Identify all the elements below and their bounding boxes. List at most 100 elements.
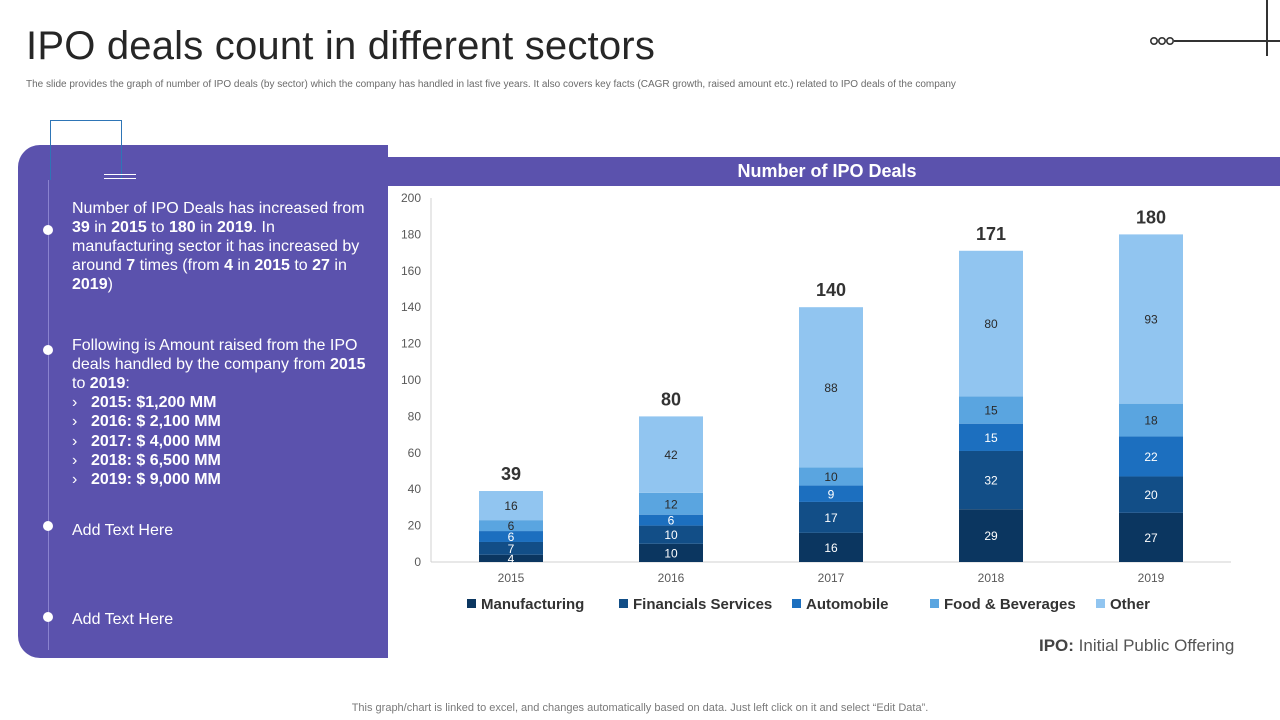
- legend-swatch: [467, 599, 476, 608]
- bar-value-label: 4: [508, 552, 515, 566]
- amount-intro: Following is Amount raised from the IPO …: [72, 337, 366, 392]
- bullet-placeholder-2: Add Text Here: [72, 611, 174, 628]
- bar-value-label: 29: [984, 529, 998, 543]
- ipo-abbreviation-note: IPO: Initial Public Offering: [1039, 636, 1235, 655]
- bar-segment: [639, 525, 703, 544]
- amount-item: › 2017: $ 4,000 MM: [72, 432, 221, 450]
- legend-swatch: [1096, 599, 1105, 608]
- bar-value-label: 20: [1144, 488, 1158, 502]
- bar-segment: [639, 416, 703, 493]
- bar-value-label: 15: [984, 404, 998, 418]
- bar-segment: [479, 520, 543, 532]
- y-tick-label: 40: [408, 482, 422, 496]
- legend-swatch: [792, 599, 801, 608]
- y-tick-label: 140: [401, 300, 421, 314]
- bar-segment: [799, 532, 863, 562]
- more-dots-icon: [1150, 36, 1280, 46]
- bullet-deal-growth: Number of IPO Deals has increased from 3…: [72, 200, 365, 293]
- amount-item: › 2016: $ 2,100 MM: [72, 413, 221, 431]
- bar-total-label: 39: [501, 464, 521, 484]
- page-subtitle: The slide provides the graph of number o…: [26, 79, 956, 90]
- bar-value-label: 10: [824, 470, 838, 484]
- y-tick-label: 80: [408, 409, 422, 423]
- panel-tab-outline: [50, 120, 122, 180]
- page-title: IPO deals count in different sectors: [26, 24, 656, 68]
- x-tick-label: 2015: [498, 571, 525, 585]
- bar-value-label: 93: [1144, 313, 1158, 327]
- bar-segment: [959, 423, 1023, 451]
- y-tick-label: 180: [401, 227, 421, 241]
- key-facts-panel: [18, 145, 388, 658]
- bar-value-label: 7: [508, 542, 515, 556]
- bar-value-label: 22: [1144, 450, 1158, 464]
- legend-label: Financials Services: [633, 596, 772, 613]
- bar-segment: [479, 531, 543, 542]
- bar-total-label: 140: [816, 280, 846, 300]
- panel-timeline: [48, 180, 49, 650]
- bullet-dot-2: [43, 345, 53, 355]
- y-tick-label: 60: [408, 446, 422, 460]
- x-tick-label: 2018: [978, 571, 1005, 585]
- bar-value-label: 10: [664, 528, 678, 542]
- legend-swatch: [930, 599, 939, 608]
- chart-title: Number of IPO Deals: [374, 157, 1280, 186]
- bar-segment: [799, 485, 863, 502]
- bar-value-label: 15: [984, 431, 998, 445]
- y-tick-label: 160: [401, 264, 421, 278]
- bar-total-label: 171: [976, 224, 1006, 244]
- bar-segment: [1119, 234, 1183, 404]
- corner-divider: [1266, 0, 1268, 56]
- legend-label: Manufacturing: [481, 596, 584, 613]
- bar-value-label: 80: [984, 317, 998, 331]
- x-tick-label: 2017: [818, 571, 845, 585]
- bar-segment: [799, 307, 863, 468]
- bullet-amount-raised: Following is Amount raised from the IPO …: [72, 336, 372, 489]
- bar-value-label: 42: [664, 448, 678, 462]
- bullet-dot-4: [43, 612, 53, 622]
- bar-value-label: 16: [824, 541, 838, 555]
- amount-list: › 2015: $1,200 MM › 2016: $ 2,100 MM › 2017…: [72, 393, 372, 489]
- bar-value-label: 27: [1144, 531, 1158, 545]
- legend-label: Automobile: [806, 596, 889, 613]
- x-tick-label: 2016: [658, 571, 685, 585]
- y-tick-label: 120: [401, 337, 421, 351]
- bar-value-label: 6: [668, 514, 675, 528]
- amount-item: › 2018: $ 6,500 MM: [72, 451, 221, 469]
- bar-value-label: 16: [504, 499, 518, 513]
- y-tick-label: 20: [408, 519, 422, 533]
- footer-note: This graph/chart is linked to excel, and…: [351, 702, 929, 714]
- amount-item: › 2019: $ 9,000 MM: [72, 471, 221, 489]
- bar-segment: [639, 492, 703, 515]
- bar-segment: [1119, 476, 1183, 513]
- bar-value-label: 6: [508, 530, 515, 544]
- bar-segment: [479, 554, 543, 562]
- bar-value-label: 10: [664, 546, 678, 560]
- bar-segment: [799, 501, 863, 533]
- bar-total-label: 80: [661, 389, 681, 409]
- bar-segment: [1119, 403, 1183, 437]
- menu-lines-icon: [104, 174, 136, 182]
- bar-value-label: 12: [664, 497, 678, 511]
- bar-segment: [959, 509, 1023, 562]
- bar-segment: [639, 543, 703, 562]
- legend-label: Food & Beverages: [944, 596, 1076, 613]
- bar-segment: [479, 491, 543, 521]
- bar-segment: [799, 467, 863, 486]
- bar-value-label: 9: [828, 487, 835, 501]
- bar-value-label: 32: [984, 474, 998, 488]
- bar-value-label: 6: [508, 519, 515, 533]
- x-tick-label: 2019: [1138, 571, 1165, 585]
- bar-segment: [639, 514, 703, 526]
- amount-item: › 2015: $1,200 MM: [72, 394, 217, 411]
- bar-segment: [959, 396, 1023, 424]
- bar-segment: [479, 541, 543, 555]
- bullet-dot-3: [43, 521, 53, 531]
- y-tick-label: 100: [401, 373, 421, 387]
- legend-label: Other: [1110, 596, 1150, 613]
- bullet-placeholder-1: Add Text Here: [72, 522, 174, 539]
- y-tick-label: 0: [414, 555, 421, 569]
- bullet-dot-1: [43, 225, 53, 235]
- bar-value-label: 17: [824, 511, 838, 525]
- legend-swatch: [619, 599, 628, 608]
- y-tick-label: 200: [401, 191, 421, 205]
